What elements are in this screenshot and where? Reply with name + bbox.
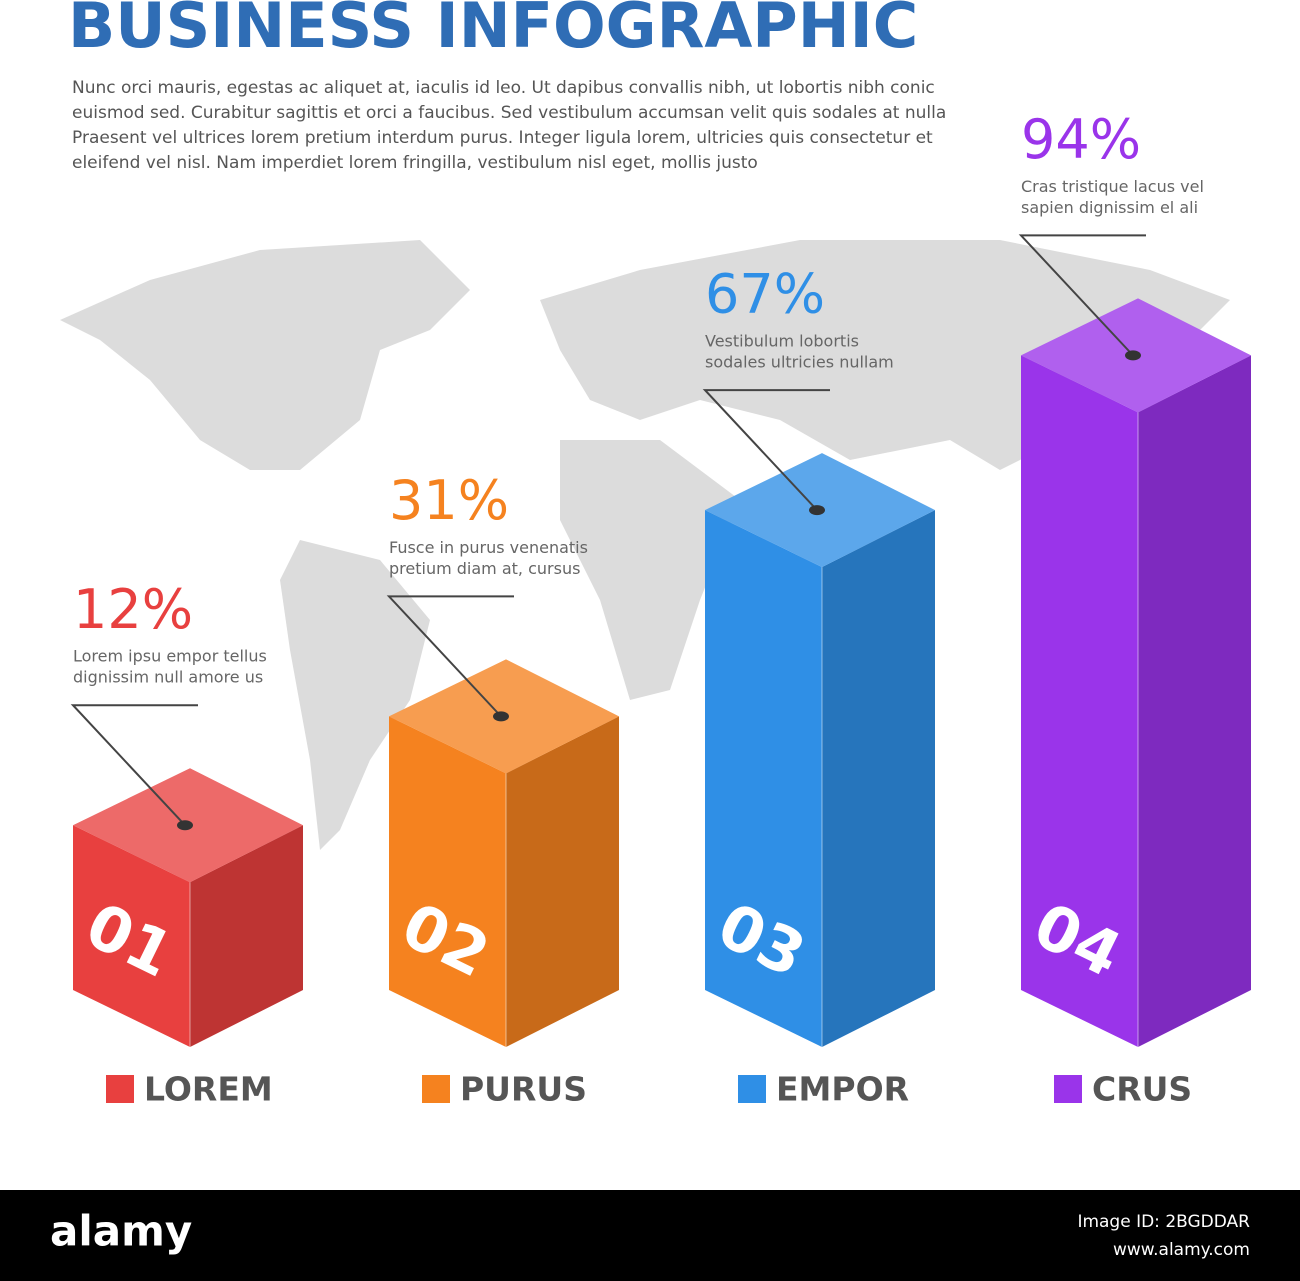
- bar-right-shade: [822, 510, 935, 1048]
- leader-dot: [809, 505, 825, 516]
- bar-right-face: [1138, 355, 1251, 1047]
- footer-id: Image ID: 2BGDDAR: [1077, 1212, 1250, 1232]
- value-label: 12%: [73, 578, 193, 641]
- description: sapien dignissim el ali: [1021, 198, 1198, 217]
- description: pretium diam at, cursus: [389, 559, 580, 578]
- description: dignissim null amore us: [73, 668, 263, 687]
- footer-url: www.alamy.com: [1113, 1240, 1250, 1260]
- body-text: Nunc orci mauris, egestas ac aliquet at,…: [72, 78, 935, 98]
- bar-left-face: [1021, 355, 1138, 1047]
- legend-swatch: [1054, 1075, 1082, 1103]
- body-text: eleifend vel nisl. Nam imperdiet lorem f…: [72, 153, 758, 173]
- bar-right-shade: [1138, 355, 1251, 1047]
- legend-swatch: [738, 1075, 766, 1103]
- description: sodales ultricies nullam: [705, 353, 894, 372]
- value-label: 67%: [705, 263, 825, 326]
- bar: [1021, 298, 1251, 1047]
- bar-right-face: [822, 510, 935, 1048]
- footer-brand: alamy: [50, 1207, 192, 1256]
- legend-label: CRUS: [1092, 1070, 1192, 1109]
- title: BUSINESS INFOGRAPHIC: [68, 0, 918, 62]
- leader-line: [70, 704, 198, 826]
- leader-line: [386, 595, 514, 718]
- bar-left-face: [389, 716, 506, 1047]
- bar-right-face: [190, 825, 303, 1047]
- description: Fusce in purus venenatis: [389, 538, 588, 557]
- bar-right-shade: [190, 825, 303, 1047]
- legend-label: PURUS: [460, 1070, 587, 1109]
- value-label: 31%: [389, 469, 509, 532]
- leader-line: [702, 389, 830, 511]
- leader-line: [1018, 234, 1146, 357]
- leader-dot: [1125, 350, 1141, 361]
- footer-bar: [0, 1190, 1300, 1281]
- description: Cras tristique lacus vel: [1021, 177, 1204, 196]
- description: Lorem ipsu empor tellus: [73, 647, 267, 666]
- bar-left-face: [705, 510, 822, 1048]
- description: Vestibulum lobortis: [705, 332, 859, 351]
- value-label: 94%: [1021, 108, 1141, 171]
- bar-right-shade: [506, 716, 619, 1047]
- bar-left-face: [73, 825, 190, 1047]
- legend-label: EMPOR: [776, 1070, 909, 1109]
- legend-label: LOREM: [144, 1070, 273, 1109]
- body-text: euismod sed. Curabitur sagittis et orci …: [72, 103, 946, 123]
- legend-swatch: [106, 1075, 134, 1103]
- leader-dot: [493, 711, 509, 722]
- body-text: Praesent vel ultrices lorem pretium inte…: [72, 128, 933, 148]
- legend-swatch: [422, 1075, 450, 1103]
- bar-right-face: [506, 716, 619, 1047]
- leader-dot: [177, 820, 193, 831]
